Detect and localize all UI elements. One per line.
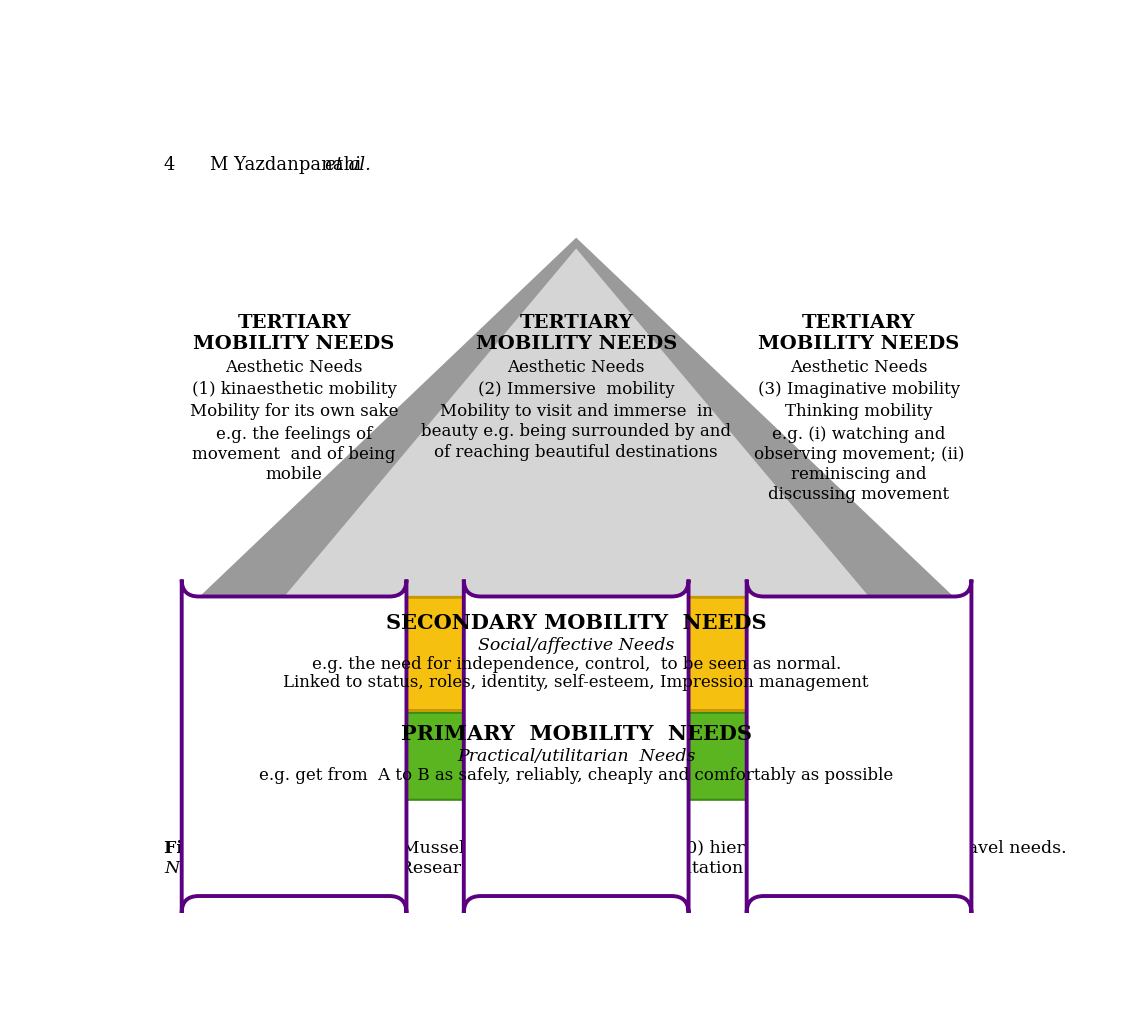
Text: PRIMARY  MOBILITY  NEEDS: PRIMARY MOBILITY NEEDS [400,724,752,743]
FancyBboxPatch shape [747,579,971,913]
Text: Practical/utilitarian  Needs: Practical/utilitarian Needs [457,749,695,765]
Text: TERTIARY
MOBILITY NEEDS: TERTIARY MOBILITY NEEDS [193,313,395,354]
Text: 4: 4 [164,156,176,174]
Text: : TRID: Transportation Research International Documentation.: : TRID: Transportation Research Internat… [195,860,749,876]
Text: Note: Note [164,860,207,876]
Text: SECONDARY MOBILITY  NEEDS: SECONDARY MOBILITY NEEDS [386,612,766,633]
Text: e.g. (i) watching and
observing movement; (ii)
reminiscing and
discussing moveme: e.g. (i) watching and observing movement… [754,426,964,503]
Text: Mobility for its own sake: Mobility for its own sake [190,403,398,421]
Text: Thinking mobility: Thinking mobility [785,403,933,421]
FancyBboxPatch shape [187,597,966,710]
Text: TERTIARY
MOBILITY NEEDS: TERTIARY MOBILITY NEEDS [476,313,677,354]
Text: M Yazdanpanahi: M Yazdanpanahi [210,156,368,174]
Text: Aesthetic Needs: Aesthetic Needs [507,359,645,375]
Text: et al.: et al. [325,156,371,174]
Text: TERTIARY
MOBILITY NEEDS: TERTIARY MOBILITY NEEDS [758,313,960,354]
Text: Figure 1.: Figure 1. [164,840,252,857]
Polygon shape [197,238,956,600]
Text: (3) Imaginative mobility: (3) Imaginative mobility [758,380,960,398]
FancyBboxPatch shape [464,579,688,913]
FancyBboxPatch shape [187,712,966,800]
Text: Linked to status, roles, identity, self-esteem, Impression management: Linked to status, roles, identity, self-… [284,674,868,691]
Text: Aesthetic Needs: Aesthetic Needs [790,359,928,375]
Text: e.g. the need for independence, control,  to be seen as normal.: e.g. the need for independence, control,… [312,656,840,673]
Text: Mobility to visit and immerse  in
beauty e.g. being surrounded by and
of reachin: Mobility to visit and immerse in beauty … [421,403,731,461]
Polygon shape [281,248,872,600]
Text: Social/affective Needs: Social/affective Needs [478,637,674,655]
Text: Aesthetic Needs: Aesthetic Needs [225,359,363,375]
Text: (1) kinaesthetic mobility: (1) kinaesthetic mobility [191,380,396,398]
Text: (2) Immersive  mobility: (2) Immersive mobility [478,380,675,398]
Text: e.g. get from  A to B as safely, reliably, cheaply and comfortably as possible: e.g. get from A to B as safely, reliably… [259,767,893,784]
Text: e.g. the feelings of
movement  and of being
mobile: e.g. the feelings of movement and of bei… [192,426,396,484]
FancyBboxPatch shape [182,579,406,913]
Text: Updated model of Musselwhite and Haddad’s (2010) hierarchy of older peoples’ tra: Updated model of Musselwhite and Haddad’… [228,840,1066,857]
